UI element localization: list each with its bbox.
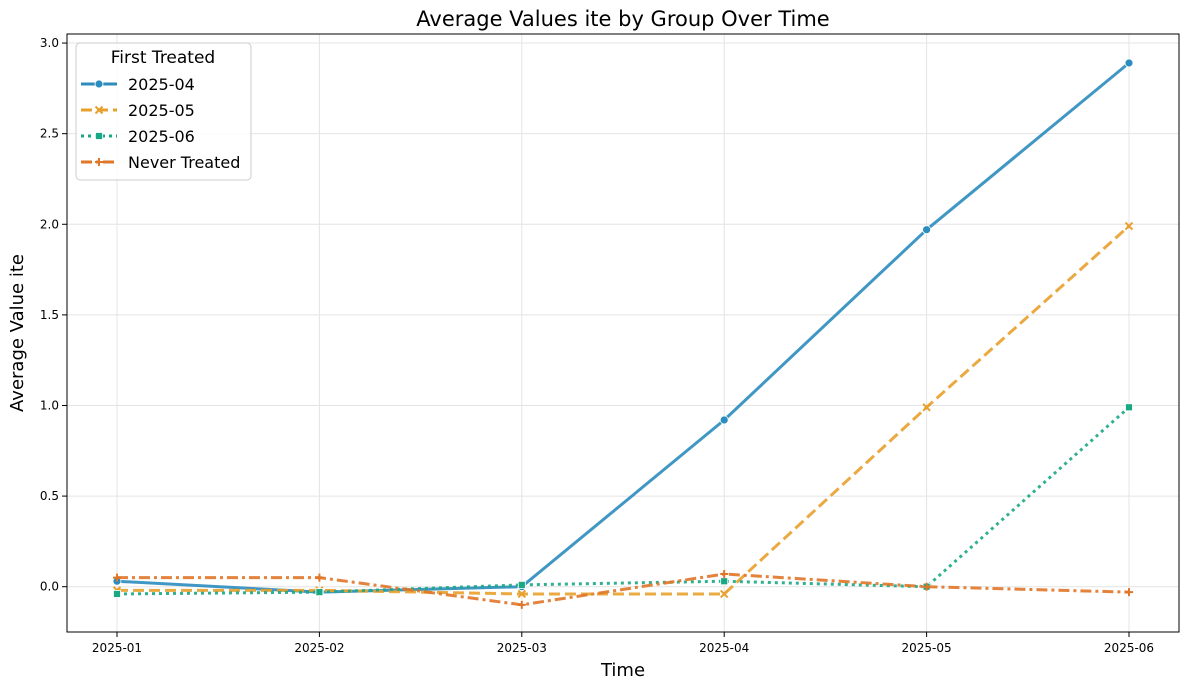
series-group (112, 58, 1134, 609)
y-tick-label: 0.0 (40, 580, 59, 594)
y-tick-label: 0.5 (40, 489, 59, 503)
x-tick-label: 2025-03 (497, 641, 547, 655)
data-point-never-treated-shape (922, 582, 931, 591)
data-point-2025-06 (720, 577, 729, 586)
legend-label-2025-04: 2025-04 (128, 75, 195, 94)
x-tick-label: 2025-02 (294, 641, 344, 655)
legend-marker-2025-05-shape (94, 105, 104, 115)
legend-title: First Treated (111, 48, 215, 68)
data-point-2025-04 (1124, 58, 1134, 68)
data-point-2025-06 (315, 588, 324, 597)
x-axis-label: Time (600, 660, 645, 681)
legend-marker-2025-06 (95, 132, 103, 140)
data-point-2025-06-shape (315, 588, 324, 597)
data-point-never-treated-shape (720, 570, 729, 579)
data-point-never-treated (315, 573, 324, 582)
legend-label-2025-06: 2025-06 (128, 127, 195, 146)
data-point-2025-06 (1125, 403, 1133, 412)
data-point-2025-06-shape (720, 577, 729, 586)
legend-marker-never-treated-shape (95, 158, 103, 166)
data-point-2025-05 (922, 403, 931, 412)
legend: First Treated 2025-04 2025-05 2025-06 Never… (75, 42, 252, 181)
y-axis: 0.0 0.5 1.0 1.5 2.0 2.5 3.0 (40, 36, 67, 594)
x-axis: 2025-01 2025-02 2025-03 2025-04 2025-05 2025-… (92, 632, 1154, 655)
chart-title: Average Values ite by Group Over Time (416, 7, 829, 31)
data-point-2025-05-shape (922, 403, 931, 412)
data-point-2025-06-shape (1125, 403, 1133, 412)
data-point-2025-05-shape (517, 589, 527, 599)
data-point-2025-04 (719, 415, 729, 425)
legend-marker-2025-06-shape (95, 132, 103, 140)
y-axis-label: Average Value ite (7, 254, 28, 412)
x-tick-label: 2025-06 (1104, 641, 1154, 655)
x-tick-label: 2025-05 (902, 641, 952, 655)
data-point-never-treated (720, 570, 729, 579)
legend-label-never-treated: Never Treated (128, 153, 240, 172)
data-point-2025-05-shape (719, 589, 729, 599)
data-point-never-treated (1125, 588, 1133, 597)
data-point-2025-05 (1124, 221, 1134, 231)
data-point-2025-04-shape (1124, 58, 1134, 68)
data-point-2025-06 (517, 580, 526, 589)
legend-marker-2025-04 (94, 79, 104, 89)
x-tick-label: 2025-04 (699, 641, 749, 655)
legend-marker-2025-04-shape (94, 79, 104, 89)
y-tick-label: 2.0 (40, 217, 59, 231)
data-point-2025-06 (113, 590, 121, 598)
series-line-2025-05 (117, 224, 1131, 596)
legend-label-2025-05: 2025-05 (128, 101, 195, 120)
data-point-2025-06-shape (517, 580, 526, 589)
legend-box (75, 42, 252, 181)
series-line-never-treated (117, 572, 1130, 607)
series-line-2025-06 (116, 406, 1130, 596)
y-tick-label: 1.0 (40, 398, 59, 412)
legend-items: 2025-04 2025-05 2025-06 Never Treated (81, 75, 240, 172)
y-tick-label: 3.0 (40, 36, 59, 50)
data-point-never-treated-shape (1125, 588, 1133, 597)
data-point-2025-05-shape (1124, 221, 1134, 231)
data-point-2025-05 (719, 589, 729, 599)
grid (67, 34, 1179, 632)
data-point-never-treated (922, 582, 931, 591)
data-point-never-treated-shape (315, 573, 324, 582)
y-tick-label: 2.5 (40, 127, 59, 141)
plot-frame (66, 33, 1180, 633)
y-tick-label: 1.5 (40, 308, 59, 322)
data-point-2025-04-shape (922, 225, 931, 235)
data-point-never-treated-shape (517, 600, 526, 609)
data-point-never-treated-shape (113, 573, 121, 582)
data-point-never-treated (113, 573, 121, 582)
data-point-never-treated (517, 600, 526, 609)
legend-marker-never-treated (95, 158, 103, 166)
data-point-2025-04-shape (719, 415, 729, 425)
data-point-2025-06-shape (113, 590, 121, 598)
legend-marker-2025-05 (94, 105, 104, 115)
x-tick-label: 2025-01 (92, 641, 142, 655)
data-point-2025-04 (922, 225, 931, 235)
data-point-2025-05 (517, 589, 527, 599)
